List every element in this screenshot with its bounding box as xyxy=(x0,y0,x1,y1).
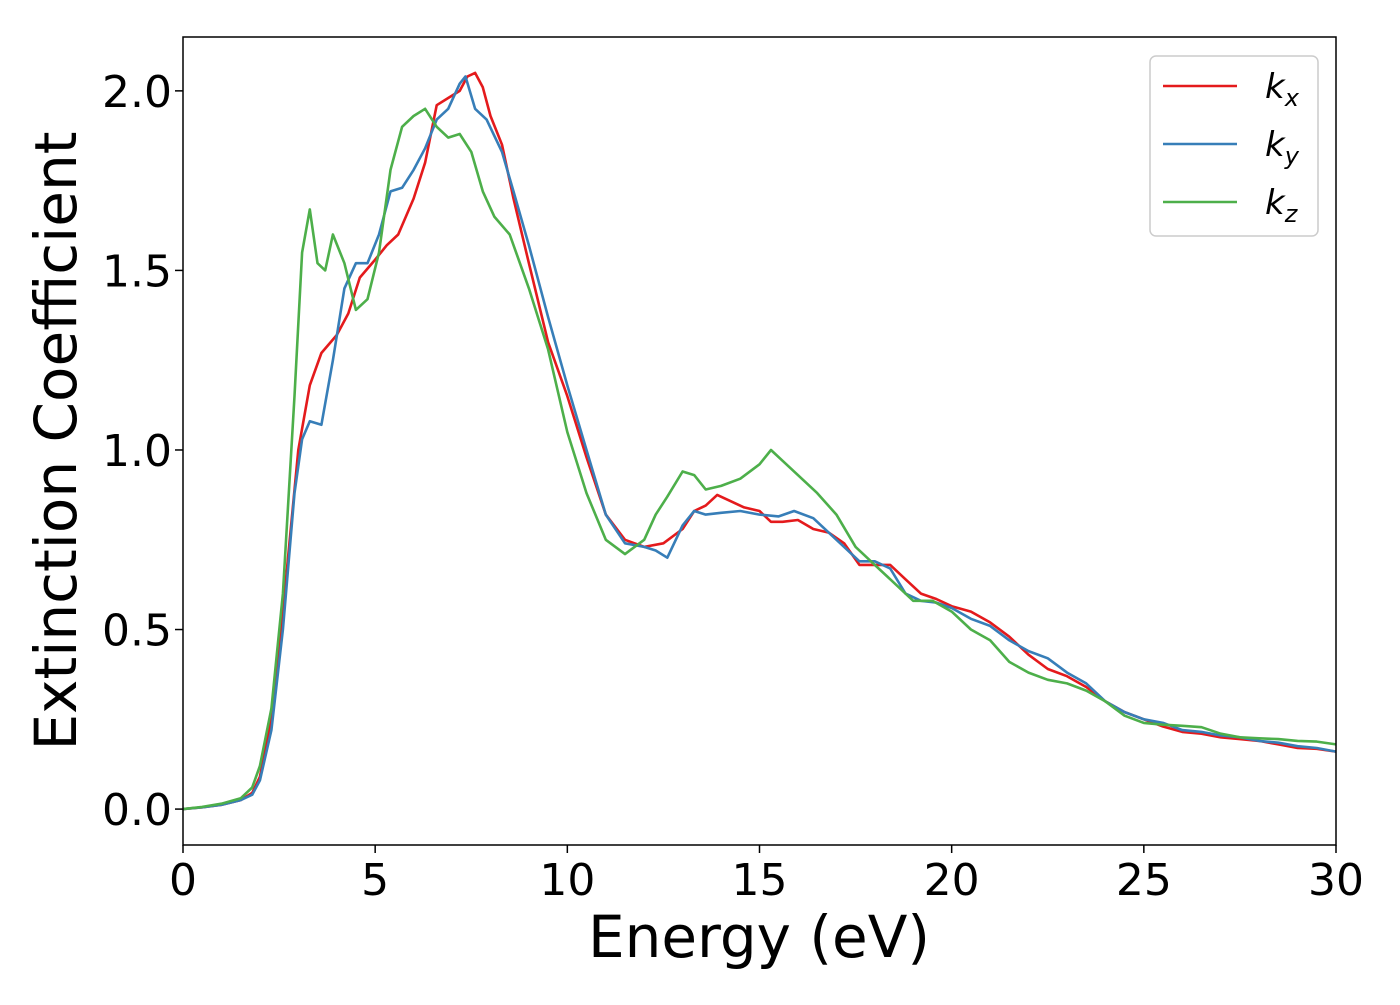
series-line-kz xyxy=(182,107,1337,811)
x-tick-label: 25 xyxy=(1116,855,1172,906)
y-tick-label: 1.5 xyxy=(102,246,172,297)
x-tick-label: 5 xyxy=(361,855,389,906)
y-tick-label: 0.5 xyxy=(102,606,172,657)
legend-label-base: k xyxy=(1265,67,1286,107)
legend-label-kz: kz xyxy=(1265,183,1299,228)
legend-label-ky: ky xyxy=(1265,125,1300,170)
legend-label-base: k xyxy=(1265,183,1286,223)
legend-label-kx: kx xyxy=(1265,67,1300,112)
y-tick-label: 1.0 xyxy=(102,426,172,477)
series-layer xyxy=(182,71,1337,811)
series-line-kx xyxy=(182,71,1337,811)
x-tick-label: 20 xyxy=(924,855,980,906)
x-tick-label: 30 xyxy=(1308,855,1364,906)
x-tick-label: 10 xyxy=(539,855,595,906)
y-axis-title: Extinction Coefficient xyxy=(22,132,90,751)
x-axis-ticks: 0 5 10 15 20 25 30 xyxy=(169,845,1364,906)
y-axis-ticks: 0.0 0.5 1.0 1.5 2.0 xyxy=(102,67,183,836)
x-axis-title: Energy (eV) xyxy=(588,903,930,971)
series-line-ky xyxy=(182,75,1337,811)
legend-label-base: k xyxy=(1265,125,1286,165)
legend-label-subscript: z xyxy=(1284,200,1299,228)
y-tick-label: 0.0 xyxy=(102,785,172,836)
legend-label-subscript: y xyxy=(1284,142,1300,170)
legend-frame xyxy=(1149,55,1319,237)
x-tick-label: 15 xyxy=(732,855,788,906)
y-tick-label: 2.0 xyxy=(102,67,172,118)
x-tick-label: 0 xyxy=(169,855,197,906)
legend-label-subscript: x xyxy=(1284,84,1300,112)
